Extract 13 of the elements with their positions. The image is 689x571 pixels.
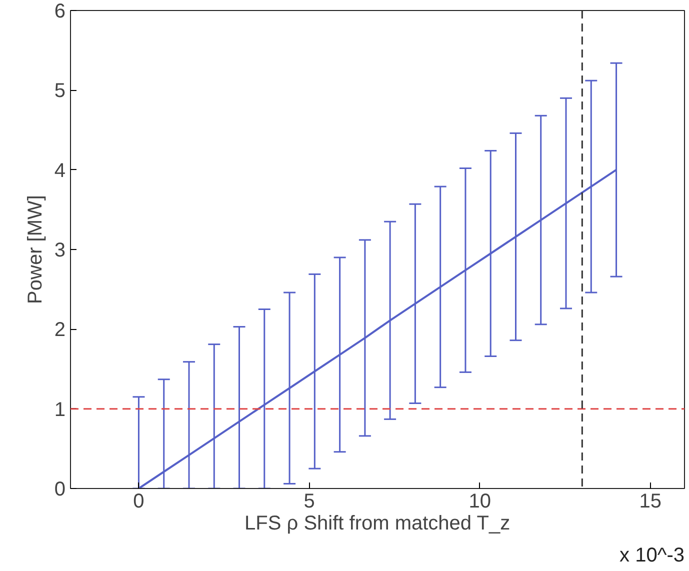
x-tick-label: 0: [133, 490, 144, 512]
x-axis-title: LFS ρ Shift from matched T_z: [244, 512, 510, 534]
y-tick-label: 5: [54, 80, 66, 102]
x-tick-label: 5: [304, 490, 315, 512]
y-tick-label: 3: [54, 240, 66, 262]
y-tick-label: 4: [54, 160, 66, 182]
x-tick-label: 10: [468, 490, 491, 512]
y-axis-title: Power [MW]: [24, 195, 46, 304]
x-tick-label: 15: [639, 490, 662, 512]
y-tick-label: 6: [54, 0, 66, 22]
y-tick-label: 1: [54, 398, 66, 421]
y-tick-label: 2: [54, 319, 66, 342]
text: x 10^-3: [620, 544, 685, 566]
